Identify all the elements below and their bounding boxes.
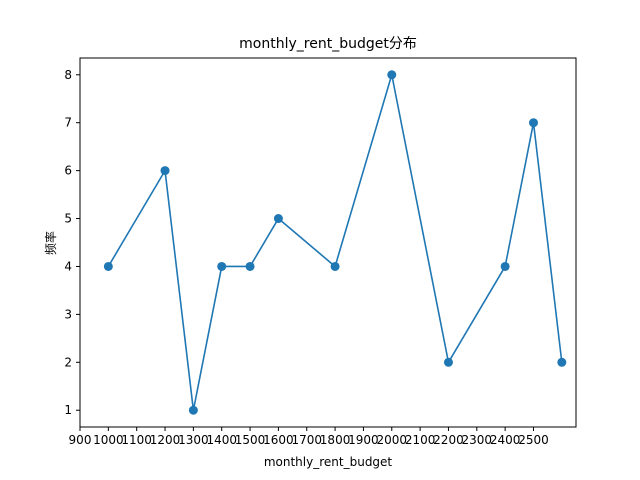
data-point [217,261,227,271]
data-point [528,118,538,128]
x-tick-label: 2500 [518,433,549,447]
x-tick-label: 1800 [320,433,351,447]
data-point [188,405,198,415]
x-axis: 900 1000110012001300140015001600170018001… [69,427,549,447]
x-tick-label: 1500 [235,433,266,447]
chart-title: monthly_rent_budget分布 [239,36,417,52]
x-tick-label: 2400 [490,433,521,447]
y-axis-label: 频率 [43,231,58,255]
plot-area [103,70,567,415]
data-point [245,261,255,271]
x-tick-label: 2000 [376,433,407,447]
y-tick-label: 5 [64,212,72,226]
x-tick-label: 900 [69,433,92,447]
data-point [557,357,567,367]
data-point [387,70,397,80]
data-point [443,357,453,367]
x-tick-label: 2200 [433,433,464,447]
x-tick-label: 2100 [405,433,436,447]
data-point [160,166,170,176]
x-tick-label: 1900 [348,433,379,447]
y-tick-label: 6 [64,164,72,178]
x-tick-label: 1100 [121,433,152,447]
y-tick-label: 7 [64,116,72,130]
y-tick-label: 8 [64,68,72,82]
x-tick-label: 1400 [206,433,237,447]
data-point [330,261,340,271]
x-axis-label: monthly_rent_budget [264,455,393,469]
data-point [500,261,510,271]
y-tick-label: 3 [64,307,72,321]
series-line [107,73,563,412]
x-tick-label: 1300 [178,433,209,447]
data-point [273,214,283,224]
x-tick-label: 2300 [462,433,493,447]
x-tick-label: 1200 [150,433,181,447]
x-tick-label: 1600 [263,433,294,447]
y-axis: 1 2 3 4 5 6 7 8 [64,68,80,417]
axes-frame [79,57,577,428]
data-point [103,261,113,271]
x-tick-label: 1000 [93,433,124,447]
x-tick-label: 1700 [291,433,322,447]
y-tick-label: 2 [64,355,72,369]
y-tick-label: 4 [64,259,72,273]
y-tick-label: 1 [64,403,72,417]
